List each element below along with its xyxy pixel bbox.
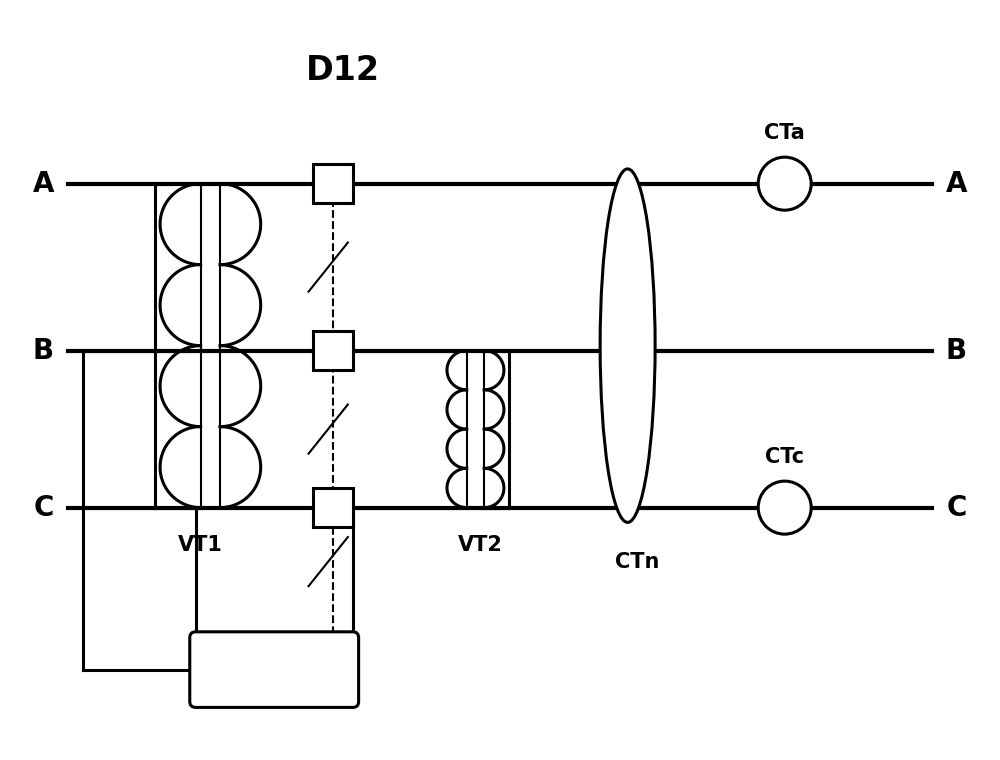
Text: CTn: CTn xyxy=(615,552,660,572)
Bar xyxy=(313,331,353,370)
Text: CTa: CTa xyxy=(764,122,805,143)
Circle shape xyxy=(758,157,811,211)
Text: B: B xyxy=(33,337,54,365)
Bar xyxy=(313,164,353,203)
Text: VT2: VT2 xyxy=(458,535,503,555)
Text: C: C xyxy=(33,494,54,521)
Circle shape xyxy=(758,481,811,534)
Ellipse shape xyxy=(600,169,655,522)
Text: TTU: TTU xyxy=(242,656,306,683)
Text: C: C xyxy=(946,494,967,521)
Text: VT1: VT1 xyxy=(178,535,223,555)
Text: D12: D12 xyxy=(306,54,380,87)
Text: A: A xyxy=(946,169,967,198)
Bar xyxy=(313,488,353,527)
FancyBboxPatch shape xyxy=(190,632,359,708)
Text: A: A xyxy=(33,169,54,198)
Text: CTc: CTc xyxy=(765,447,804,467)
Text: B: B xyxy=(946,337,967,365)
